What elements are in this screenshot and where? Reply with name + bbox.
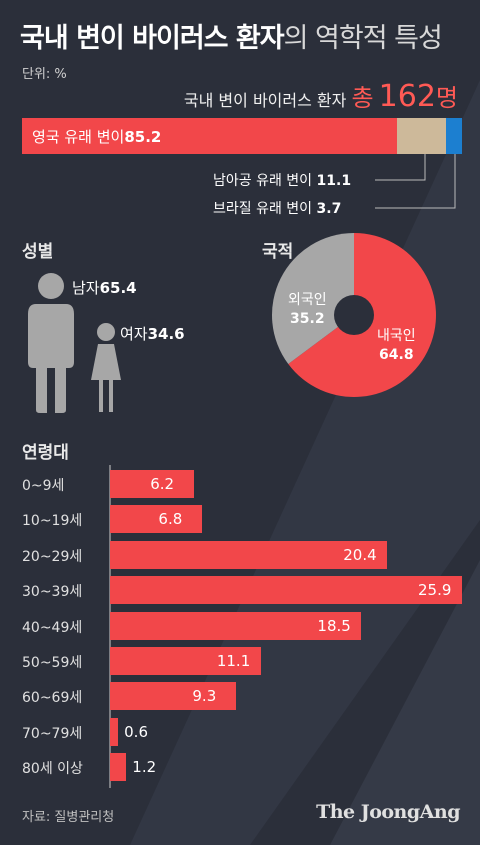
age-bar [110, 505, 203, 534]
male-label: 남자65.4 [72, 279, 137, 297]
age-bar-value: 6.2 [150, 475, 175, 493]
source-note: 자료: 질병관리청 [22, 810, 115, 825]
total-patients: 국내 변이 바이러스 환자 총 162명 [183, 79, 458, 114]
variant-callout-lines [375, 154, 456, 209]
age-bar-value: 6.8 [158, 510, 183, 529]
donut-slice-foreign [272, 233, 354, 365]
age-bar [110, 717, 119, 746]
unit-label: 단위: % [22, 67, 67, 82]
page-title: 국내 변이 바이러스 환자의 역학적 특성 [20, 23, 443, 54]
age-bar [110, 647, 261, 675]
donut-hole [334, 295, 374, 335]
variant-bar-uk: 영국 유래 변이85.2 [22, 118, 397, 154]
age-category-label: 30~39세 [22, 584, 83, 601]
age-bar-value: 20.4 [343, 545, 377, 564]
foreign-label: 외국인 35.2 [288, 292, 327, 327]
variant-label-uk: 영국 유래 변이85.2 [32, 128, 162, 146]
female-label: 여자34.6 [120, 325, 185, 343]
age-category-label: 40~49세 [22, 619, 83, 636]
brand-logo: The JoongAng [316, 801, 460, 823]
age-bar-value: 25.9 [418, 581, 452, 600]
age-bar-value: 0.6 [124, 722, 148, 741]
age-bar [110, 576, 462, 605]
age-category-label: 20~29세 [22, 548, 83, 565]
variant-bar-south-africa [396, 118, 446, 154]
female-figure-icon [91, 323, 121, 412]
age-bar-value: 9.3 [192, 687, 217, 706]
gender-heading: 성별 [22, 242, 54, 262]
age-category-label: 60~69세 [22, 690, 83, 707]
age-category-label: 70~79세 [22, 725, 83, 742]
variant-bar-brazil [445, 118, 462, 154]
age-bar-value: 1.2 [132, 758, 157, 777]
age-category-label: 80세 이상 [22, 761, 83, 778]
age-bar [110, 611, 362, 640]
nationality-heading: 국적 [262, 242, 294, 262]
age-category-label: 0~9세 [22, 478, 65, 494]
variant-label-brazil: 브라질 유래 변이 3.7 [213, 201, 342, 217]
age-category-label: 50~59세 [22, 655, 83, 671]
age-bar [110, 753, 127, 782]
variant-stacked-bar: 영국 유래 변이85.2 [22, 118, 462, 154]
age-bar [110, 540, 388, 569]
male-figure-icon [28, 273, 74, 413]
age-heading: 연령대 [22, 443, 69, 463]
domestic-label: 내국인 64.8 [377, 328, 416, 363]
variant-label-south-africa: 남아공 유래 변이 11.1 [213, 173, 352, 189]
age-bar [110, 682, 237, 711]
age-bar-value: 18.5 [317, 616, 351, 635]
nationality-donut-chart [272, 233, 436, 397]
age-bar [110, 470, 195, 498]
age-bar-value: 11.1 [216, 652, 251, 670]
age-category-label: 10~19세 [22, 513, 83, 530]
